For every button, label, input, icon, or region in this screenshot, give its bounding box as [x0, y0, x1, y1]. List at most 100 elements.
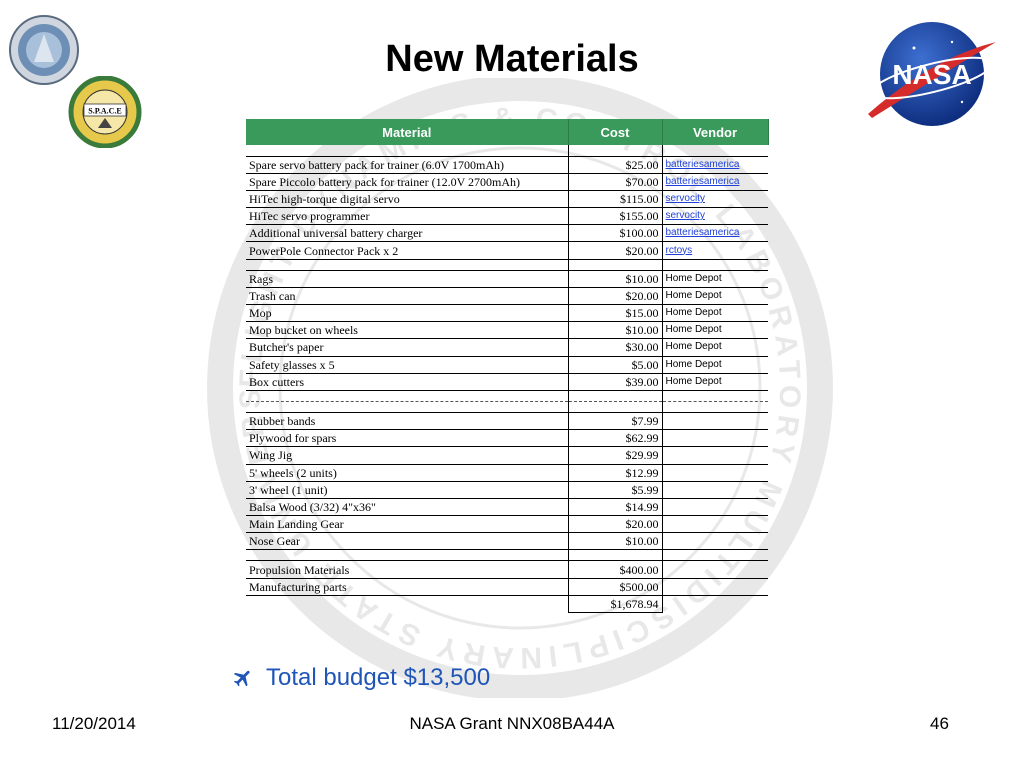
vendor-link[interactable]: servocity: [662, 207, 768, 226]
material-cell: Butcher's paper: [246, 338, 568, 357]
vendor-cell: [662, 532, 768, 551]
table-row: Rubber bands $7.99: [246, 412, 768, 431]
vendor-cell: [662, 390, 768, 402]
vendor-cell: Home Depot: [662, 304, 768, 323]
material-cell: Plywood for spars: [246, 429, 568, 448]
cost-cell: $115.00: [567, 190, 663, 209]
cost-cell: $20.00: [567, 287, 663, 306]
material-cell: [246, 145, 568, 157]
table-row: HiTec servo programmer $155.00 servocity: [246, 207, 768, 226]
material-cell: Manufacturing parts: [246, 578, 568, 596]
dashed-separator-row: [246, 390, 768, 402]
table-row: Main Landing Gear $20.00: [246, 515, 768, 534]
table-row: Trash can $20.00 Home Depot: [246, 287, 768, 306]
material-cell: Balsa Wood (3/32) 4"x36": [246, 498, 568, 517]
footer-page-number: 46: [930, 714, 949, 733]
vendor-cell: [662, 145, 768, 157]
vendor-cell: [662, 412, 768, 431]
material-cell: Mop bucket on wheels: [246, 321, 568, 340]
vendor-link[interactable]: batteriesamerica: [662, 224, 768, 243]
cost-cell: [567, 259, 663, 271]
header-material: Material: [246, 119, 569, 145]
cost-cell: $70.00: [567, 173, 663, 191]
table-row: Balsa Wood (3/32) 4"x36" $14.99: [246, 498, 768, 517]
cost-cell: $100.00: [567, 224, 663, 243]
table-row: Spare servo battery pack for trainer (6.…: [246, 156, 768, 174]
footer-grant: NASA Grant NNX08BA44A: [409, 714, 615, 733]
cost-cell: $10.00: [567, 321, 663, 340]
vendor-cell: [662, 560, 768, 579]
material-cell: Propulsion Materials: [246, 560, 568, 579]
spacer-row: [246, 401, 768, 413]
cost-cell: $29.99: [567, 446, 663, 465]
material-cell: Additional universal battery charger: [246, 224, 568, 243]
cost-cell: $14.99: [567, 498, 663, 517]
table-row: PowerPole Connector Pack x 2 $20.00 rctoys: [246, 241, 768, 260]
budget-bullet: Total budget $13,500: [232, 664, 490, 692]
material-cell: 3' wheel (1 unit): [246, 481, 568, 499]
slide-title: New Materials: [385, 38, 639, 80]
vendor-cell: [662, 259, 768, 271]
material-cell: Trash can: [246, 287, 568, 306]
cost-cell: $155.00: [567, 207, 663, 226]
space-logo-text: S.P.A.C.E: [88, 107, 122, 116]
nasa-logo-text: NASA: [892, 59, 971, 90]
vendor-cell: [662, 464, 768, 482]
vendor-cell: Home Depot: [662, 338, 768, 357]
vendor-cell: [662, 401, 768, 413]
cost-cell: [567, 401, 663, 413]
table-row: Nose Gear $10.00: [246, 532, 768, 551]
cost-cell: $20.00: [567, 515, 663, 534]
material-cell: Main Landing Gear: [246, 515, 568, 534]
table-row: Box cutters $39.00 Home Depot: [246, 373, 768, 391]
table-row: Wing Jig $29.99: [246, 446, 768, 465]
vendor-cell: Home Depot: [662, 373, 768, 391]
vendor-cell: Home Depot: [662, 356, 768, 374]
cost-cell: $5.00: [567, 356, 663, 374]
airplane-icon: [233, 670, 250, 687]
cost-cell: $10.00: [567, 270, 663, 288]
vendor-link[interactable]: servocity: [662, 190, 768, 209]
total-budget-text: Total budget $13,500: [266, 664, 491, 691]
material-cell: [246, 401, 568, 413]
cost-cell: $39.00: [567, 373, 663, 391]
material-cell: HiTec servo programmer: [246, 207, 568, 226]
space-lab-logo: S.P.A.C.E: [68, 76, 142, 148]
cost-cell: [567, 549, 663, 562]
vendor-cell: [662, 595, 768, 612]
cost-cell: $400.00: [567, 560, 663, 579]
table-row: Mop bucket on wheels $10.00 Home Depot: [246, 321, 768, 340]
vendor-cell: [662, 549, 768, 562]
header-cost: Cost: [568, 119, 663, 145]
material-cell: 5' wheels (2 units): [246, 464, 568, 482]
cost-cell: [567, 145, 663, 157]
material-cell: [246, 390, 568, 402]
table-row: Spare Piccolo battery pack for trainer (…: [246, 173, 768, 191]
material-cell: [246, 259, 568, 271]
material-cell: Rags: [246, 270, 568, 288]
table-row: 3' wheel (1 unit) $5.99: [246, 481, 768, 499]
cost-cell: $10.00: [567, 532, 663, 551]
table-row: 5' wheels (2 units) $12.99: [246, 464, 768, 482]
vendor-link[interactable]: rctoys: [662, 241, 768, 260]
total-row: $1,678.94: [246, 594, 768, 614]
table-header-row: Material Cost Vendor: [246, 119, 769, 145]
vendor-cell: Home Depot: [662, 287, 768, 306]
nasa-logo: NASA: [868, 22, 996, 126]
cost-cell: $12.99: [567, 464, 663, 482]
cost-cell: [567, 390, 663, 402]
vendor-link[interactable]: batteriesamerica: [662, 173, 768, 191]
material-cell: Safety glasses x 5: [246, 356, 568, 374]
material-cell: Mop: [246, 304, 568, 323]
footer-date: 11/20/2014: [52, 714, 136, 733]
vendor-link[interactable]: batteriesamerica: [662, 156, 768, 174]
vendor-cell: Home Depot: [662, 321, 768, 340]
cost-cell: $500.00: [567, 578, 663, 596]
material-cell: Spare Piccolo battery pack for trainer (…: [246, 173, 568, 191]
table-row: Manufacturing parts $500.00: [246, 578, 768, 596]
cost-cell: $5.99: [567, 481, 663, 499]
vendor-cell: [662, 515, 768, 534]
material-cell: Box cutters: [246, 373, 568, 391]
vendor-cell: [662, 446, 768, 465]
spacer-row: [246, 145, 768, 157]
